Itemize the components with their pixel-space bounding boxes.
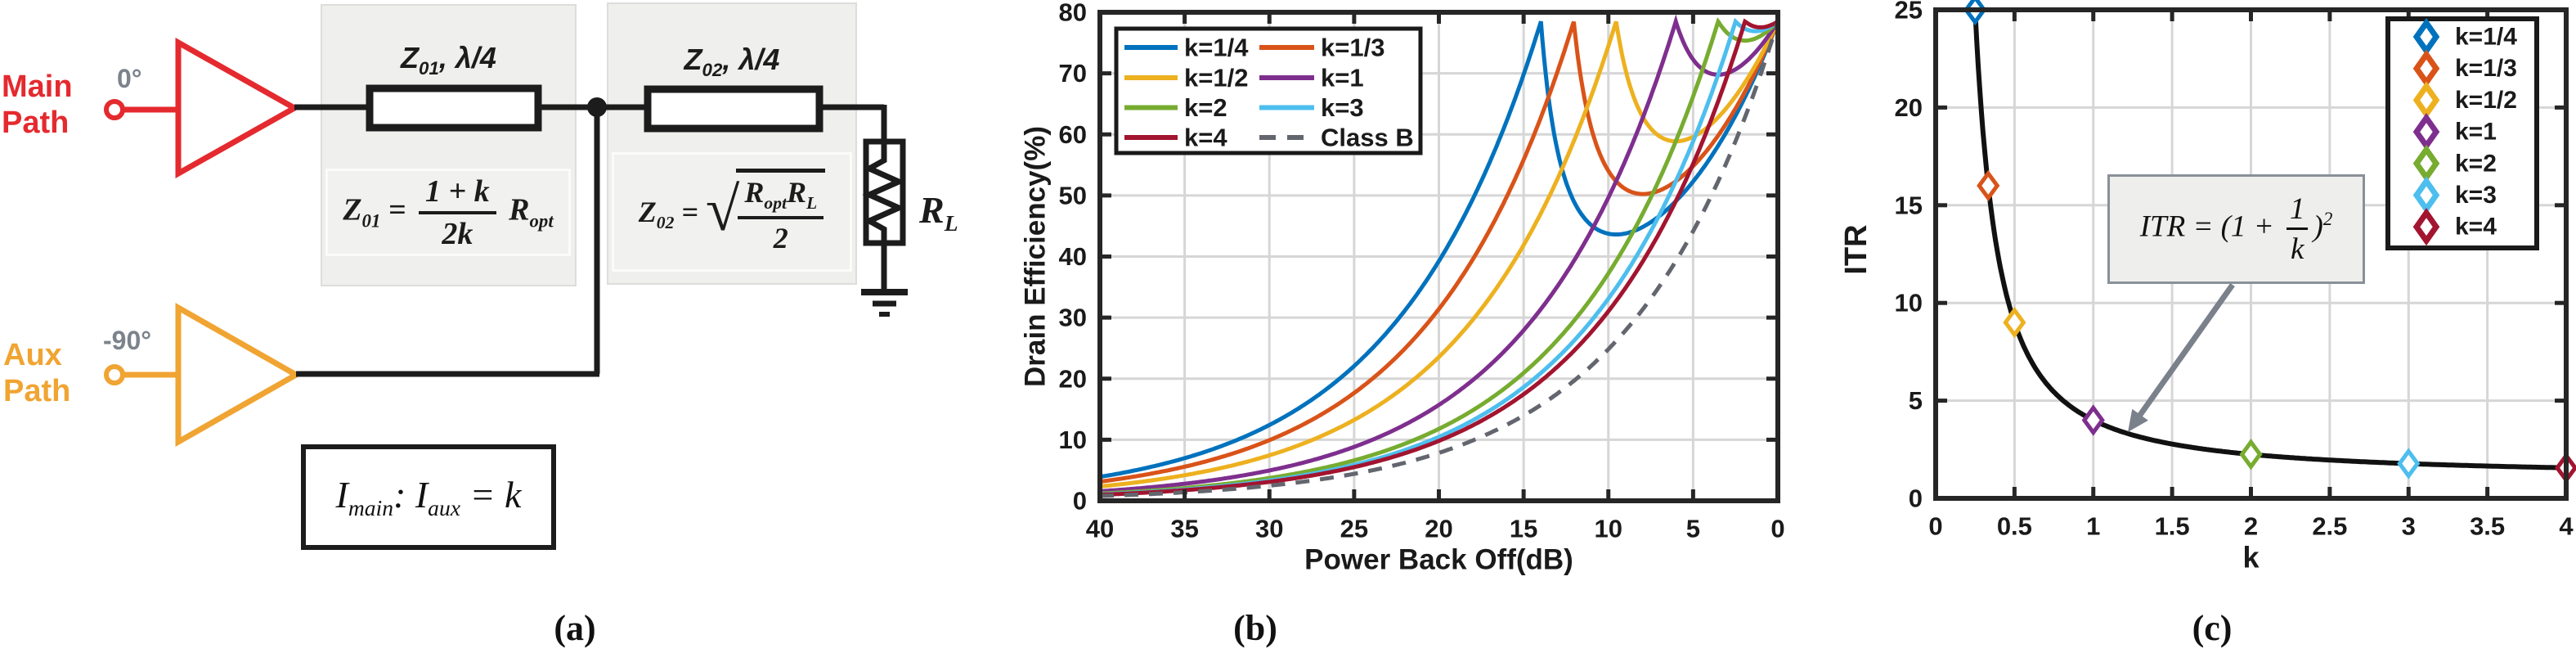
y-tick-label: 0 — [1073, 487, 1087, 516]
current-ratio-formula: Imain: Iaux = k — [335, 473, 522, 521]
x-tick-label: 5 — [1686, 515, 1700, 543]
x-tick-label: 0 — [1928, 512, 1942, 541]
b-curve-k=1/4 — [1099, 20, 1780, 480]
aux-amplifier-triangle — [175, 302, 303, 448]
c-marker-k=1 — [2081, 404, 2105, 436]
itr-chart: 0 0.5 1 1.5 2 2.5 3 3.5 4 0 5 10 15 20 25 k ITR k=1/4 k=1/… — [1839, 0, 2576, 574]
x-tick-label: 3.5 — [2470, 512, 2505, 541]
load-resistor-label: RL — [919, 189, 958, 236]
x-tick-label: 0 — [1770, 515, 1784, 543]
main-input-terminal — [104, 99, 125, 120]
b-curve-k=4 — [1099, 18, 1779, 498]
legend-label-k=1: k=1 — [1321, 64, 1364, 92]
y-tick-label: 10 — [1895, 289, 1923, 317]
x-tick-label: 40 — [1086, 515, 1114, 543]
y-tick-label: 25 — [1895, 0, 1923, 25]
y-tick-label: 0 — [1909, 484, 1923, 513]
legend-label-k=2: k=2 — [1184, 93, 1227, 122]
x-axis-label: k — [2242, 541, 2260, 574]
legend-box — [2385, 16, 2539, 250]
c-marker-k=1/2 — [2003, 306, 2026, 339]
y-axis-label: ITR — [1839, 224, 1874, 274]
x-tick-label: 3 — [2402, 512, 2416, 541]
y-tick-label: 5 — [1909, 386, 1923, 415]
x-tick-label: 1 — [2086, 512, 2100, 541]
y-tick-label: 50 — [1059, 181, 1087, 209]
y-tick-label: 40 — [1059, 242, 1087, 271]
tl2-title: Z02, λ/4 — [684, 43, 780, 81]
legend-label-k=3: k=3 — [2455, 182, 2497, 209]
z01-formula: Z01 = 1 + k 2k Ropt — [343, 173, 554, 251]
y-tick-label: 20 — [1895, 93, 1923, 122]
main-phase-label: 0° — [117, 64, 142, 93]
x-tick-label: 2.5 — [2312, 512, 2347, 541]
y-tick-label: 10 — [1059, 426, 1087, 454]
junction-dot — [587, 97, 607, 117]
legend-label-k=1/2: k=1/2 — [1184, 64, 1248, 92]
annotation-arrow-line — [2138, 282, 2235, 417]
x-tick-label: 15 — [1510, 515, 1537, 543]
y-tick-label: 20 — [1059, 364, 1087, 393]
legend-label-k=1/3: k=1/3 — [1321, 34, 1384, 62]
b-curve-k=1 — [1099, 14, 1780, 493]
radical-sign: √ — [705, 176, 740, 245]
legend-label-k=4: k=4 — [2455, 214, 2497, 241]
main-path-label: Main Path — [2, 70, 73, 140]
c-marker-k=1/3 — [1977, 169, 2000, 202]
x-tick-label: 4 — [2559, 512, 2574, 541]
legend-label-k=1/4: k=1/4 — [1184, 34, 1249, 62]
x-tick-label: 35 — [1170, 515, 1198, 543]
z01-formula-box: Z01 = 1 + k 2k Ropt — [325, 169, 571, 256]
y-tick-label: 30 — [1059, 304, 1087, 332]
aux-phase-label: -90° — [103, 326, 152, 355]
x-tick-label: 10 — [1595, 515, 1622, 543]
tl1-title: Z01, λ/4 — [401, 41, 496, 79]
x-tick-label: 30 — [1255, 515, 1283, 543]
load-resistor-zigzag — [862, 143, 906, 243]
legend-label-k=1/3: k=1/3 — [2455, 55, 2517, 82]
aux-path-label: Aux Path — [3, 338, 71, 408]
doherty-circuit-diagram — [104, 38, 908, 448]
legend-label-k=1/2: k=1/2 — [2455, 87, 2517, 114]
figure-label-b: (b) — [1233, 608, 1277, 648]
y-tick-label: 15 — [1895, 191, 1923, 219]
legend-label-k=1: k=1 — [2455, 119, 2497, 146]
b-curve-k=1/2 — [1099, 20, 1780, 489]
current-ratio-box: Imain: Iaux = k — [301, 444, 556, 550]
main-amplifier-triangle — [175, 38, 301, 178]
itr-formula: ITR = (1 + 1 k)2 — [2139, 192, 2333, 266]
itr-annotation-box: ITR = (1 + 1 k)2 — [2107, 174, 2365, 284]
y-tick-label: 70 — [1059, 59, 1087, 88]
legend-label-k=1/4: k=1/4 — [2455, 24, 2517, 51]
z02-formula-box: Z02 = √ RoptRL 2 — [612, 152, 852, 272]
annotation-arrow-head — [2128, 408, 2148, 432]
y-axis-label: Drain Efficiency(%) — [1020, 126, 1052, 387]
legend-label-Class B: Class B — [1321, 124, 1414, 152]
figure-label-c: (c) — [2192, 608, 2233, 648]
c-curve-itr — [1972, 9, 2566, 471]
x-tick-label: 2 — [2244, 512, 2258, 541]
legend-label-k=3: k=3 — [1321, 93, 1364, 122]
y-tick-label: 60 — [1059, 120, 1087, 149]
x-tick-label: 20 — [1425, 515, 1452, 543]
tl1-quarter-wave-line — [366, 84, 542, 132]
x-tick-label: 1.5 — [2155, 512, 2190, 541]
figure-label-a: (a) — [554, 608, 596, 648]
b-curve-k=1/3 — [1099, 20, 1780, 484]
aux-input-terminal — [104, 364, 125, 385]
z02-formula: Z02 = √ RoptRL 2 — [639, 169, 826, 254]
tl2-quarter-wave-line — [644, 85, 824, 133]
legend-label-k=2: k=2 — [2455, 150, 2497, 177]
x-tick-label: 0.5 — [1997, 512, 2032, 541]
legend-label-k=4: k=4 — [1184, 124, 1227, 152]
x-axis-label: Power Back Off(dB) — [1304, 544, 1573, 576]
c-marker-k=3 — [2397, 448, 2421, 480]
y-tick-label: 80 — [1059, 0, 1087, 27]
legend-marker-k=4 — [2412, 208, 2440, 246]
x-tick-label: 25 — [1340, 515, 1368, 543]
c-marker-k=2 — [2239, 439, 2263, 471]
